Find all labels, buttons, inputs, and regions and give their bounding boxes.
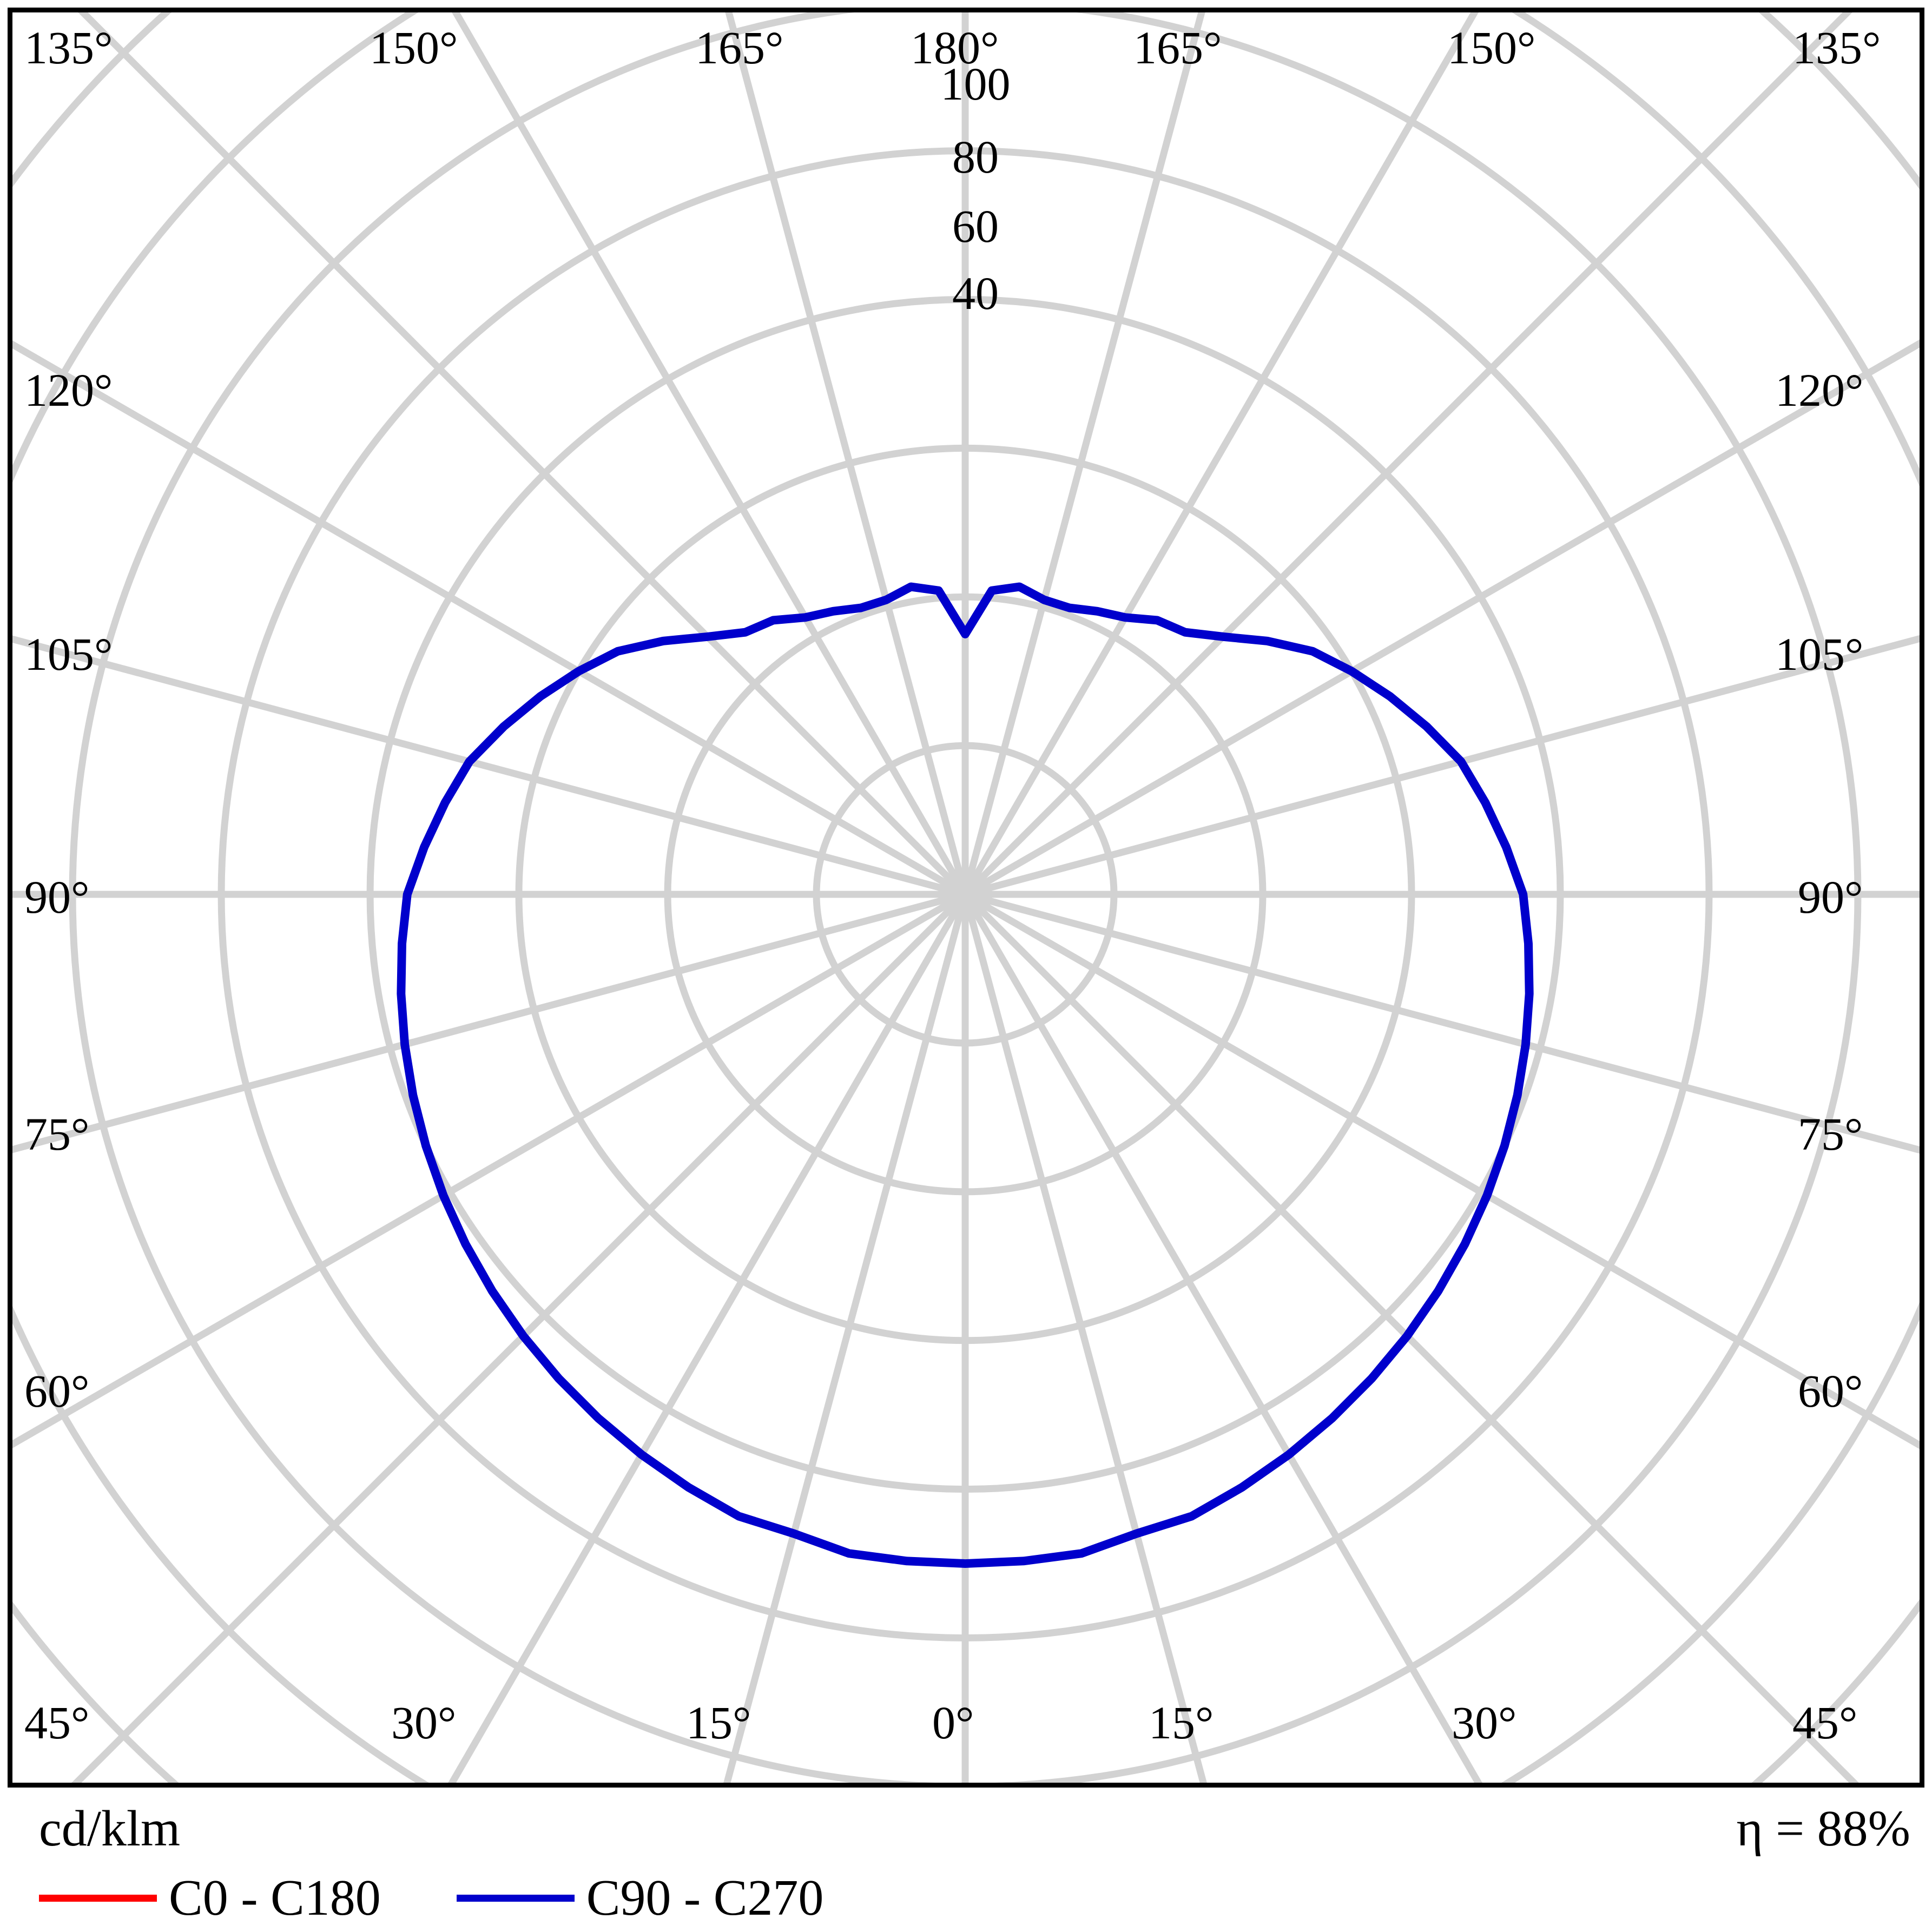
angle-label-right-90: 90° bbox=[1798, 871, 1863, 923]
angle-label-top-165-left: 165° bbox=[695, 22, 784, 74]
legend-label-c0-c180: C0 - C180 bbox=[169, 1870, 381, 1926]
angle-label-top-150-left: 150° bbox=[370, 22, 458, 74]
angle-label-left-120: 120° bbox=[24, 364, 113, 416]
polar-plot-frame: 100 80 60 40 135° 150° 165° 180° 165° 15… bbox=[8, 8, 1924, 1788]
legend-label-c90-c270: C90 - C270 bbox=[586, 1870, 824, 1926]
legend-entry-c0-c180: C0 - C180 bbox=[39, 1869, 457, 1927]
angle-label-bottom-0: 0° bbox=[932, 1697, 974, 1749]
legend-entry-c90-c270: C90 - C270 bbox=[456, 1869, 900, 1927]
radial-tick-40: 40 bbox=[952, 267, 999, 319]
angle-label-bottom-45-right: 45° bbox=[1792, 1697, 1858, 1749]
angle-label-left-105: 105° bbox=[24, 628, 113, 680]
polar-plot-canvas bbox=[12, 12, 1920, 1783]
legend: C0 - C180 C90 - C270 bbox=[39, 1869, 899, 1927]
angle-label-right-105: 105° bbox=[1775, 628, 1864, 680]
radial-tick-100: 100 bbox=[940, 58, 1011, 110]
angle-label-top-135-left: 135° bbox=[24, 22, 113, 74]
angle-label-bottom-15-right: 15° bbox=[1149, 1697, 1214, 1749]
angle-label-left-60: 60° bbox=[24, 1365, 90, 1417]
angle-label-right-75: 75° bbox=[1798, 1108, 1863, 1160]
unit-label: cd/klm bbox=[39, 1801, 181, 1857]
angle-label-bottom-30-left: 30° bbox=[391, 1697, 457, 1749]
angle-label-left-75: 75° bbox=[24, 1108, 90, 1160]
efficiency-label: η = 88% bbox=[1736, 1801, 1910, 1857]
legend-swatch-c90-c270 bbox=[456, 1894, 575, 1902]
legend-swatch-c0-c180 bbox=[39, 1894, 157, 1902]
angle-label-bottom-45-left: 45° bbox=[24, 1697, 90, 1749]
angle-label-right-60: 60° bbox=[1798, 1365, 1863, 1417]
angle-label-top-180: 180° bbox=[911, 22, 999, 74]
polar-series bbox=[397, 582, 1534, 1568]
angle-label-right-120: 120° bbox=[1775, 364, 1864, 416]
angle-label-left-90: 90° bbox=[24, 871, 90, 923]
radial-tick-80: 80 bbox=[952, 131, 999, 183]
angle-label-top-135-right: 135° bbox=[1792, 22, 1881, 74]
angle-label-top-150-right: 150° bbox=[1447, 22, 1536, 74]
chart-footer: cd/klm η = 88% C0 - C180 C90 - C270 bbox=[8, 1794, 1924, 1927]
angle-label-bottom-30-right: 30° bbox=[1452, 1697, 1517, 1749]
radial-tick-60: 60 bbox=[952, 200, 999, 252]
angle-label-top-165-right: 165° bbox=[1133, 22, 1222, 74]
angle-label-bottom-15-left: 15° bbox=[686, 1697, 751, 1749]
